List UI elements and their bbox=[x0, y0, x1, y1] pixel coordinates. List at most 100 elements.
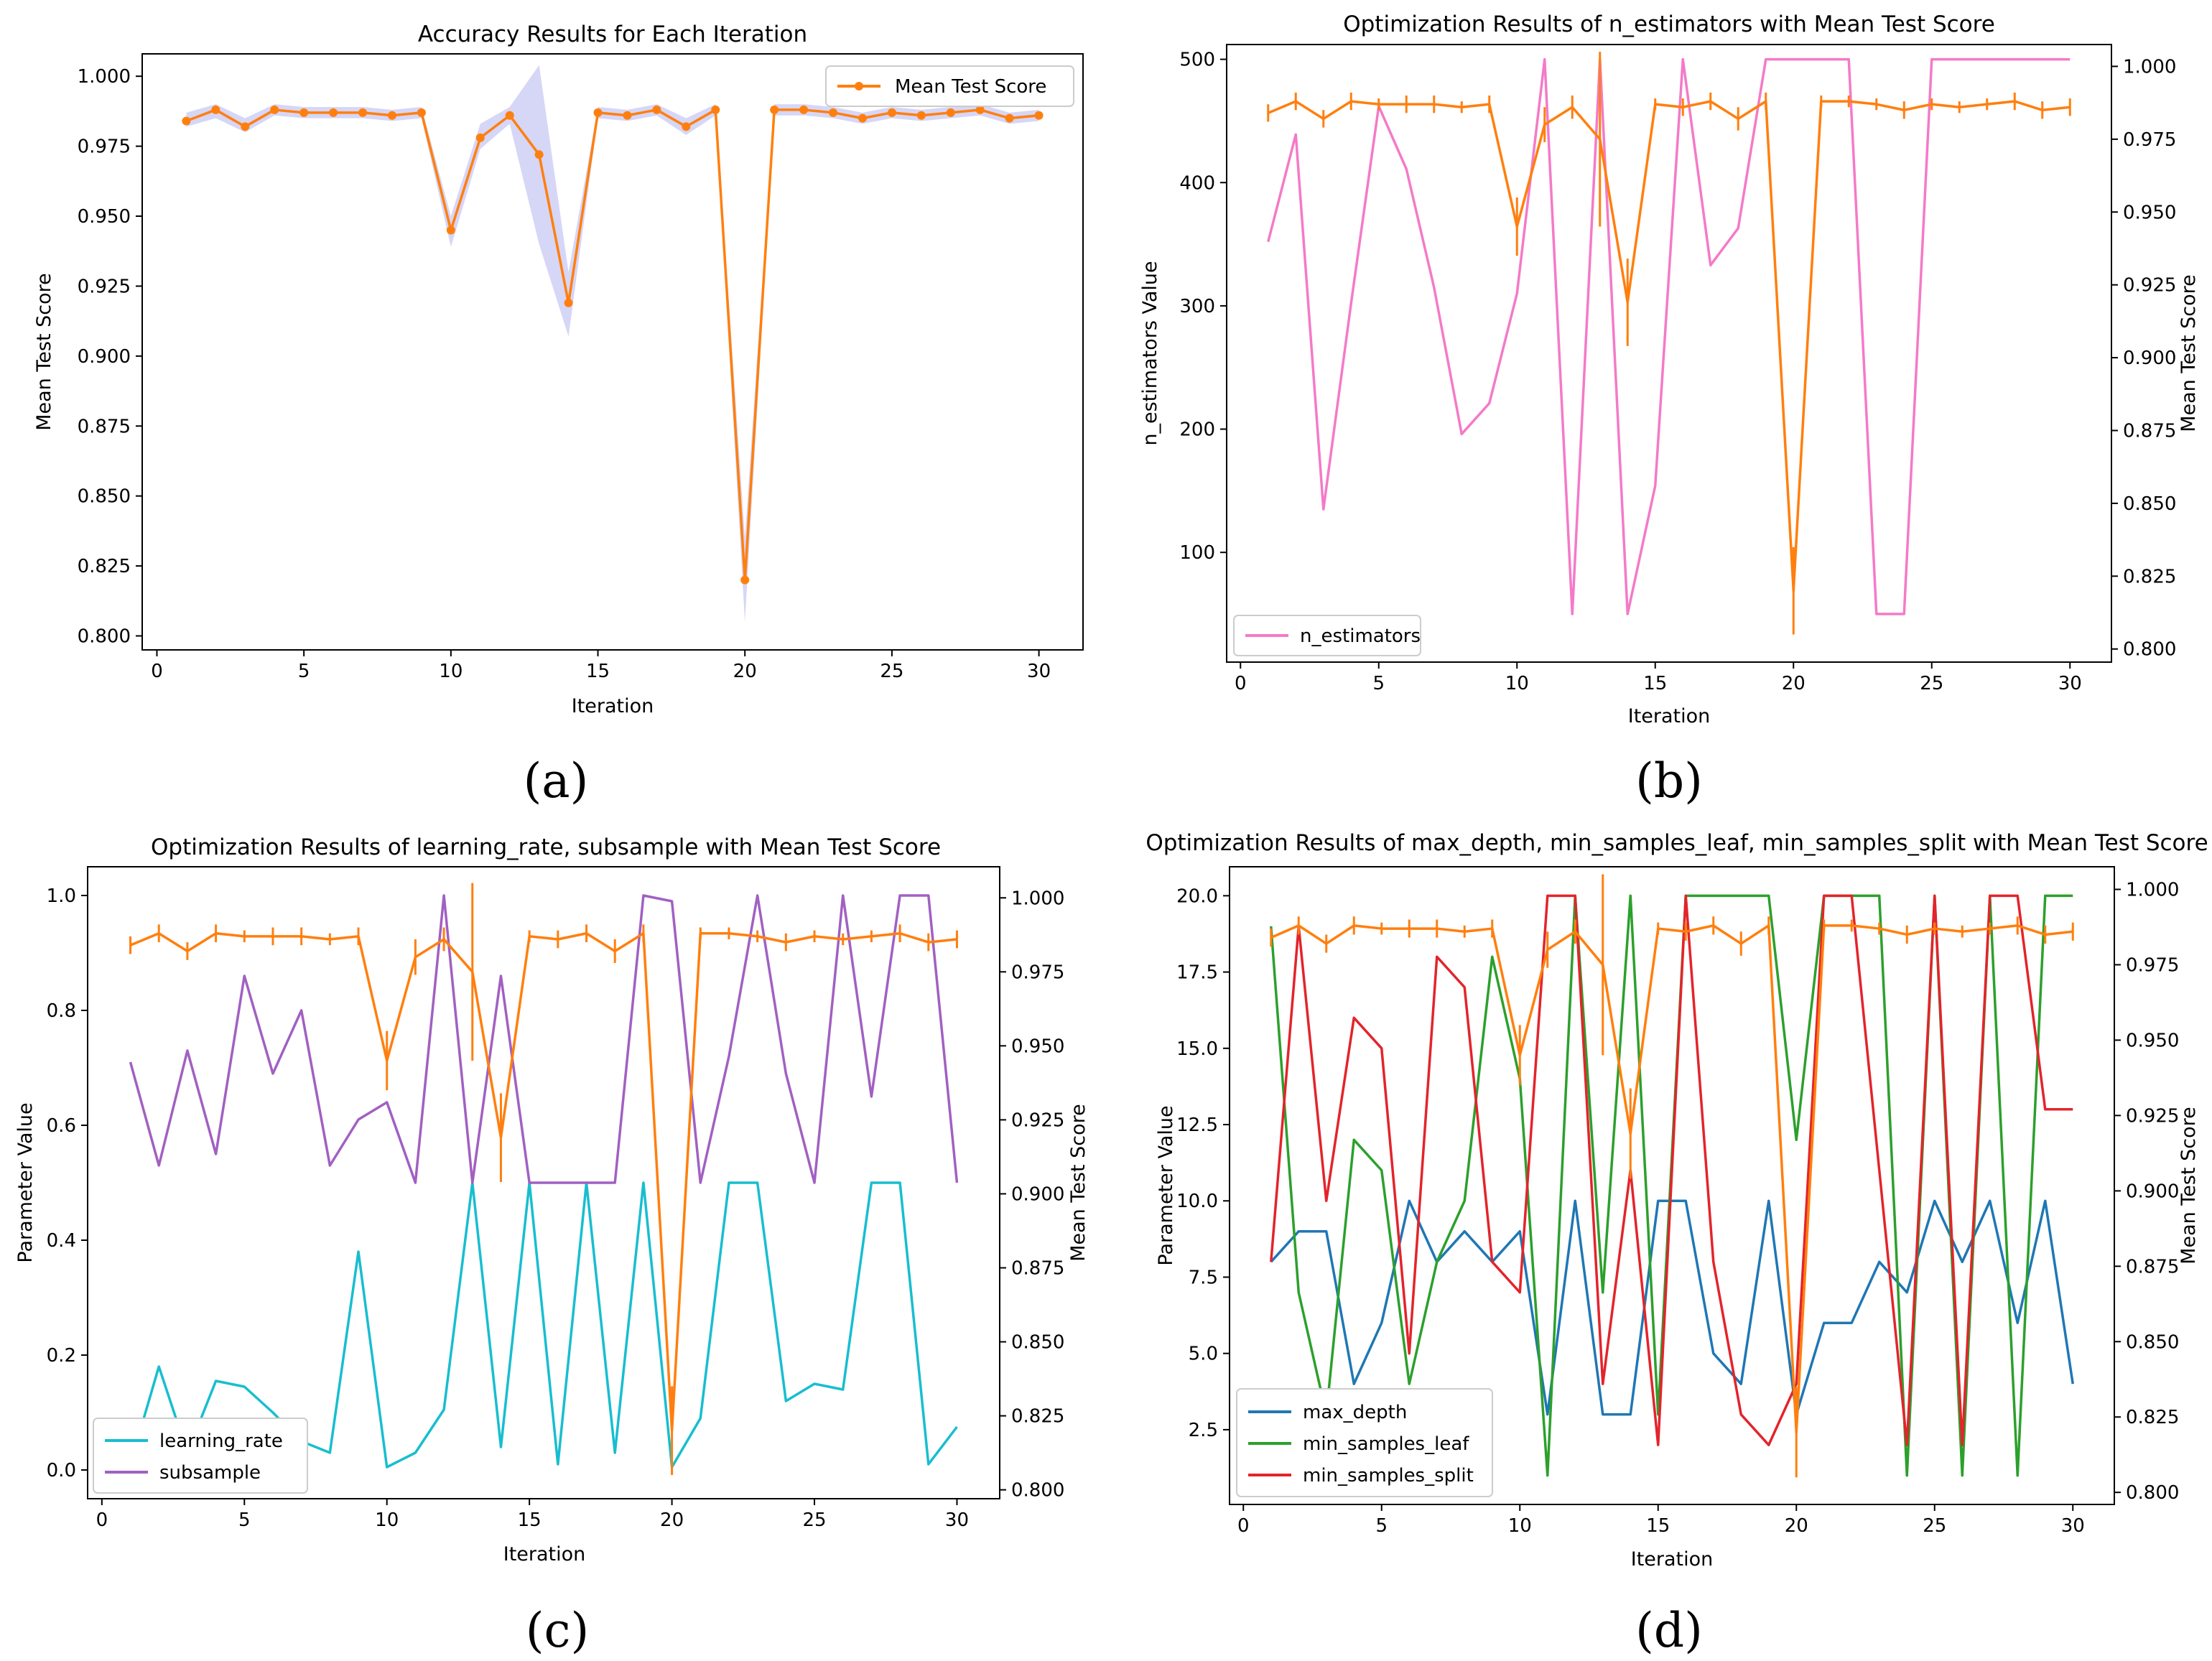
panel-a-point bbox=[887, 108, 896, 117]
panel-b-y2tick-label: 0.850 bbox=[2123, 493, 2176, 515]
panel-b-ylabel: n_estimators Value bbox=[1139, 261, 1161, 445]
panel-c-xtick-label: 5 bbox=[238, 1509, 251, 1531]
panel-d-xlabel: Iteration bbox=[1631, 1548, 1714, 1571]
panel-b-xtick-label: 15 bbox=[1643, 673, 1667, 694]
panel-c-y2tick-label: 0.875 bbox=[1011, 1258, 1064, 1280]
panel-d-label: (d) bbox=[1635, 1603, 1703, 1658]
panel-b-title: Optimization Results of n_estimators wit… bbox=[1343, 11, 1995, 37]
panel-c-y2tick-label: 0.900 bbox=[1011, 1183, 1064, 1205]
panel-c-y2tick-label: 1.000 bbox=[1011, 888, 1064, 909]
panel-c-legend-label-learning-rate: learning_rate bbox=[159, 1430, 283, 1452]
panel-b-plot bbox=[1267, 52, 2071, 635]
panel-d-ytick-label: 7.5 bbox=[1189, 1267, 1218, 1288]
panel-a-point bbox=[593, 108, 603, 117]
panel-c-y2tick-label: 0.925 bbox=[1011, 1109, 1064, 1131]
panel-b-xtick-label: 25 bbox=[1920, 673, 1943, 694]
panel-d-legend: max_depth min_samples_leaf min_samples_s… bbox=[1236, 1388, 1493, 1497]
panel-d-series-min-samples-split bbox=[1270, 894, 2073, 1446]
panel-c-legend-box bbox=[93, 1418, 308, 1494]
panel-d-y2tick-label: 0.875 bbox=[2126, 1256, 2179, 1278]
panel-a-point bbox=[475, 133, 485, 142]
panel-a-xtick-label: 5 bbox=[298, 661, 310, 682]
panel-a-ytick-label: 0.800 bbox=[78, 626, 131, 648]
panel-b-y2tick-label: 0.925 bbox=[2123, 275, 2176, 297]
panel-a-point bbox=[975, 105, 985, 114]
panel-a-point bbox=[534, 150, 544, 159]
panel-b-xlabel: Iteration bbox=[1628, 705, 1711, 727]
panel-a-point bbox=[564, 298, 573, 307]
panel-c-ticks: 0 5 10 15 20 25 30 0.0 0.2 0.4 0.6 0.8 1.0 0.800 0.825… bbox=[47, 885, 1065, 1531]
panel-a-accuracy: Accuracy Results for Each Iteration 0 5 10… bbox=[33, 22, 1084, 809]
panel-d-ytick-label: 17.5 bbox=[1176, 962, 1218, 984]
panel-a-xtick-label: 10 bbox=[439, 661, 463, 682]
panel-c-y2tick-label: 0.825 bbox=[1011, 1406, 1064, 1428]
panel-a-xtick-label: 25 bbox=[880, 661, 903, 682]
panel-a-point bbox=[946, 108, 955, 117]
panel-a-point bbox=[916, 111, 926, 120]
panel-c-ytick-label: 0.4 bbox=[47, 1230, 76, 1252]
panel-a-frame bbox=[141, 53, 1084, 651]
panel-d-legend-label-min-samples-leaf: min_samples_leaf bbox=[1303, 1433, 1469, 1455]
panel-d-ytick-label: 2.5 bbox=[1189, 1420, 1218, 1441]
panel-a-point bbox=[770, 105, 779, 114]
panel-c-xtick-label: 20 bbox=[660, 1509, 684, 1531]
panel-d-y2tick-label: 0.825 bbox=[2126, 1407, 2179, 1428]
panel-b-ytick-label: 100 bbox=[1179, 542, 1215, 564]
panel-d-ytick-label: 15.0 bbox=[1176, 1038, 1218, 1060]
panel-b-y2tick-label: 0.875 bbox=[2123, 421, 2176, 442]
panel-a-ytick-label: 1.000 bbox=[78, 66, 131, 88]
panel-c-label: (c) bbox=[526, 1603, 589, 1658]
panel-d-ylabel: Parameter Value bbox=[1155, 1105, 1177, 1265]
panel-b-y2label: Mean Test Score bbox=[2178, 274, 2200, 432]
panel-c-ylabel: Parameter Value bbox=[14, 1102, 37, 1262]
panel-a-point bbox=[241, 122, 250, 131]
panel-a-point bbox=[329, 108, 338, 117]
panel-c-y2tick-label: 0.800 bbox=[1011, 1480, 1064, 1502]
panel-c-xtick-label: 10 bbox=[375, 1509, 399, 1531]
panel-d-y2tick-label: 1.000 bbox=[2126, 879, 2179, 901]
panel-d-xtick-label: 30 bbox=[2061, 1515, 2085, 1537]
panel-b-xtick-label: 20 bbox=[1782, 673, 1806, 694]
panel-c-xtick-label: 30 bbox=[945, 1509, 969, 1531]
panel-b-y2tick-label: 0.800 bbox=[2123, 639, 2176, 661]
panel-a-point bbox=[358, 108, 368, 117]
panel-b-label: (b) bbox=[1635, 753, 1703, 809]
panel-a-point bbox=[711, 105, 720, 114]
panel-a-series-mean-test-score bbox=[185, 108, 1039, 582]
panel-c-ytick-label: 0.6 bbox=[47, 1115, 76, 1137]
panel-c-ytick-label: 0.0 bbox=[47, 1460, 76, 1481]
panel-b-n-estimators: Optimization Results of n_estimators wit… bbox=[1139, 11, 2200, 809]
panel-b-frame bbox=[1226, 44, 2112, 663]
panel-b-series-n-estimators bbox=[1267, 57, 2071, 615]
panel-c-y2tick-label: 0.975 bbox=[1011, 962, 1064, 983]
panel-b-ytick-label: 500 bbox=[1179, 50, 1215, 71]
panel-c-ytick-label: 1.0 bbox=[47, 885, 76, 907]
panel-b-y2tick-label: 1.000 bbox=[2123, 56, 2176, 78]
panel-d-y2label: Mean Test Score bbox=[2178, 1107, 2200, 1265]
panel-d-y2tick-label: 0.925 bbox=[2126, 1105, 2179, 1127]
panel-d-xtick-label: 25 bbox=[1923, 1515, 1946, 1537]
panel-a-point bbox=[682, 122, 691, 131]
panel-c-learning-rate-subsample: Optimization Results of learning_rate, s… bbox=[14, 834, 1089, 1658]
panel-a-ytick-label: 0.825 bbox=[78, 556, 131, 577]
panel-c-xtick-label: 0 bbox=[96, 1509, 108, 1531]
panel-a-point bbox=[858, 113, 867, 123]
panel-a-ylabel: Mean Test Score bbox=[33, 273, 55, 431]
panel-b-series-mean-test-score bbox=[1268, 100, 2071, 592]
panel-a-point bbox=[1005, 113, 1014, 123]
panel-a-point bbox=[505, 111, 514, 120]
panel-c-y2tick-label: 0.850 bbox=[1011, 1332, 1064, 1354]
panel-c-ytick-label: 0.2 bbox=[47, 1345, 76, 1367]
panel-b-legend-box bbox=[1233, 615, 1421, 656]
panel-b-y2tick-label: 0.825 bbox=[2123, 566, 2176, 587]
panel-a-point bbox=[387, 111, 396, 120]
panel-d-legend-box bbox=[1236, 1388, 1493, 1497]
panel-c-frame bbox=[87, 866, 1000, 1499]
panel-b-ytick-label: 200 bbox=[1179, 419, 1215, 441]
panel-d-y2tick-label: 0.975 bbox=[2126, 954, 2179, 976]
panel-d-xtick-label: 0 bbox=[1237, 1515, 1250, 1537]
panel-a-std-band bbox=[186, 65, 1039, 623]
panel-d-ytick-label: 5.0 bbox=[1189, 1344, 1218, 1365]
panel-a-xtick-label: 30 bbox=[1027, 661, 1051, 682]
panel-d-legend-label-min-samples-split: min_samples_split bbox=[1303, 1465, 1474, 1486]
